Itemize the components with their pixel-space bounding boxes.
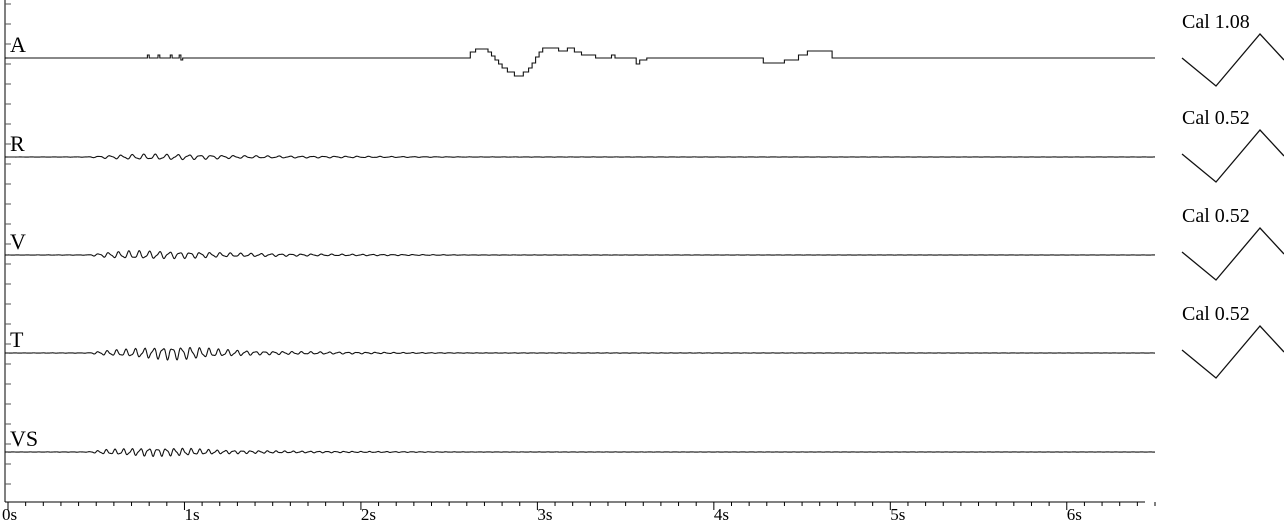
trace-line — [7, 250, 1156, 260]
calibration-pulse — [1181, 33, 1284, 87]
calibration-pulse — [1181, 325, 1284, 379]
time-tick-label: 2s — [361, 505, 376, 522]
time-tick-label: 0s — [2, 505, 17, 522]
axis-layer: 0s 1s 2s 3s 4s 5s 6s — [2, 0, 1156, 522]
channel-label: A — [10, 32, 26, 57]
channel-label: T — [10, 327, 24, 352]
trace-line — [7, 447, 1156, 457]
channel-label: VS — [10, 426, 38, 451]
calibration-label: Cal 0.52 — [1182, 205, 1250, 227]
channel-label: V — [10, 229, 26, 254]
trace-r: R — [5, 131, 1156, 161]
time-tick-label: 5s — [890, 505, 905, 522]
time-tick-label: 1s — [184, 505, 199, 522]
time-tick-label: 3s — [537, 505, 552, 522]
time-tick-label: 6s — [1067, 505, 1082, 522]
calibration-label: Cal 0.52 — [1182, 303, 1250, 325]
trace-vs: VS — [5, 426, 1156, 457]
channel-label: R — [10, 131, 25, 156]
calibration-pulse — [1181, 227, 1284, 281]
trace-line — [7, 346, 1156, 361]
calibration-layer: Cal 1.08 Cal 0.52 Cal 0.52 Cal 0.52 — [1181, 11, 1284, 379]
calibration-label: Cal 1.08 — [1182, 11, 1250, 33]
time-tick-label: 4s — [714, 505, 729, 522]
calibration-label: Cal 0.52 — [1182, 107, 1250, 129]
trace-t: T — [5, 327, 1156, 361]
calibration-pulse — [1181, 129, 1284, 183]
trace-a: A — [5, 32, 1155, 77]
traces-layer: A R V T VS — [5, 32, 1156, 457]
trace-line — [8, 153, 1156, 161]
trace-v: V — [5, 229, 1156, 260]
trace-line — [8, 47, 1155, 77]
